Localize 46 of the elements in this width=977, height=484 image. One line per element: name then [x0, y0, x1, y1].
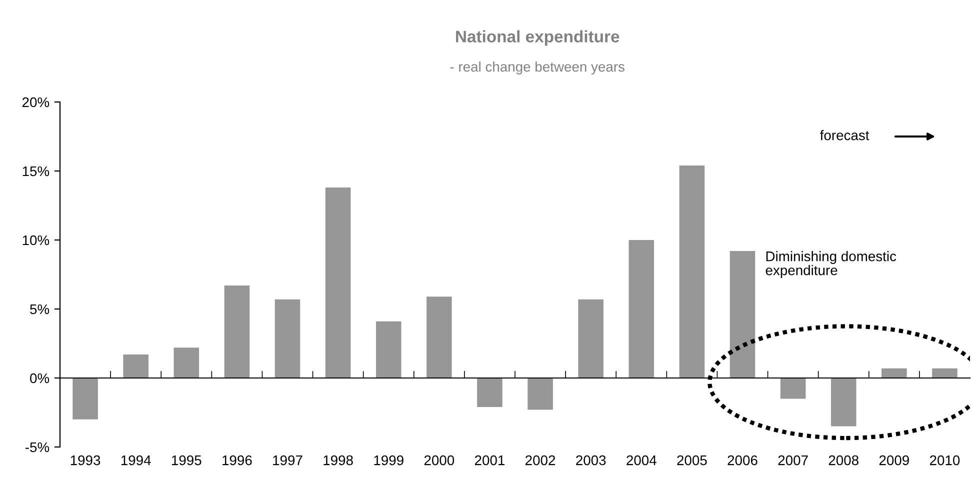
x-tick-label: 1997 [273, 455, 302, 466]
annotation: forecast [820, 130, 870, 140]
bar [123, 354, 148, 378]
bar [174, 348, 200, 378]
bar [72, 378, 98, 420]
x-tick-label: 1996 [222, 455, 252, 466]
bar [628, 240, 654, 378]
bar [426, 296, 452, 378]
y-tick-label: 5% [30, 304, 50, 314]
bar [830, 378, 856, 426]
x-tick-label: 2009 [879, 455, 909, 466]
bar [376, 321, 402, 378]
x-tick-label: 1999 [374, 455, 404, 466]
x-tick-label: 2004 [626, 455, 656, 466]
bar [274, 299, 300, 378]
x-tick-label: 2008 [828, 455, 858, 466]
chart-subtitle: - real change between years [450, 62, 624, 74]
chart-title: National expenditure [456, 30, 620, 46]
y-tick-label: -5% [26, 442, 50, 452]
bar [477, 378, 502, 407]
x-tick-label: 2003 [576, 455, 606, 466]
x-tick-label: 1998 [324, 455, 353, 466]
x-tick-label: 1993 [70, 455, 100, 466]
x-tick-label: 1995 [172, 455, 202, 466]
y-tick-label: 0% [30, 373, 50, 384]
bar [882, 368, 907, 378]
x-tick-label: 2000 [424, 455, 454, 466]
bar [730, 251, 756, 378]
bar [224, 286, 250, 378]
annotation: Diminishing domestic expenditure [766, 251, 896, 278]
y-tick-label: 10% [22, 235, 50, 246]
x-tick-label: 2006 [728, 455, 758, 466]
y-tick-label: 15% [22, 166, 50, 176]
x-tick-label: 1994 [121, 455, 151, 466]
x-tick-label: 2001 [474, 455, 504, 466]
x-tick-label: 2010 [930, 455, 960, 466]
y-tick-label: 20% [22, 97, 50, 108]
x-tick-label: 2007 [778, 455, 808, 466]
bar [325, 188, 351, 378]
bar [780, 378, 806, 399]
x-tick-label: 2002 [526, 455, 556, 466]
bar [528, 378, 553, 410]
bar [578, 299, 604, 378]
bar [932, 368, 958, 378]
bar [679, 165, 705, 378]
x-tick-label: 2005 [677, 455, 707, 466]
